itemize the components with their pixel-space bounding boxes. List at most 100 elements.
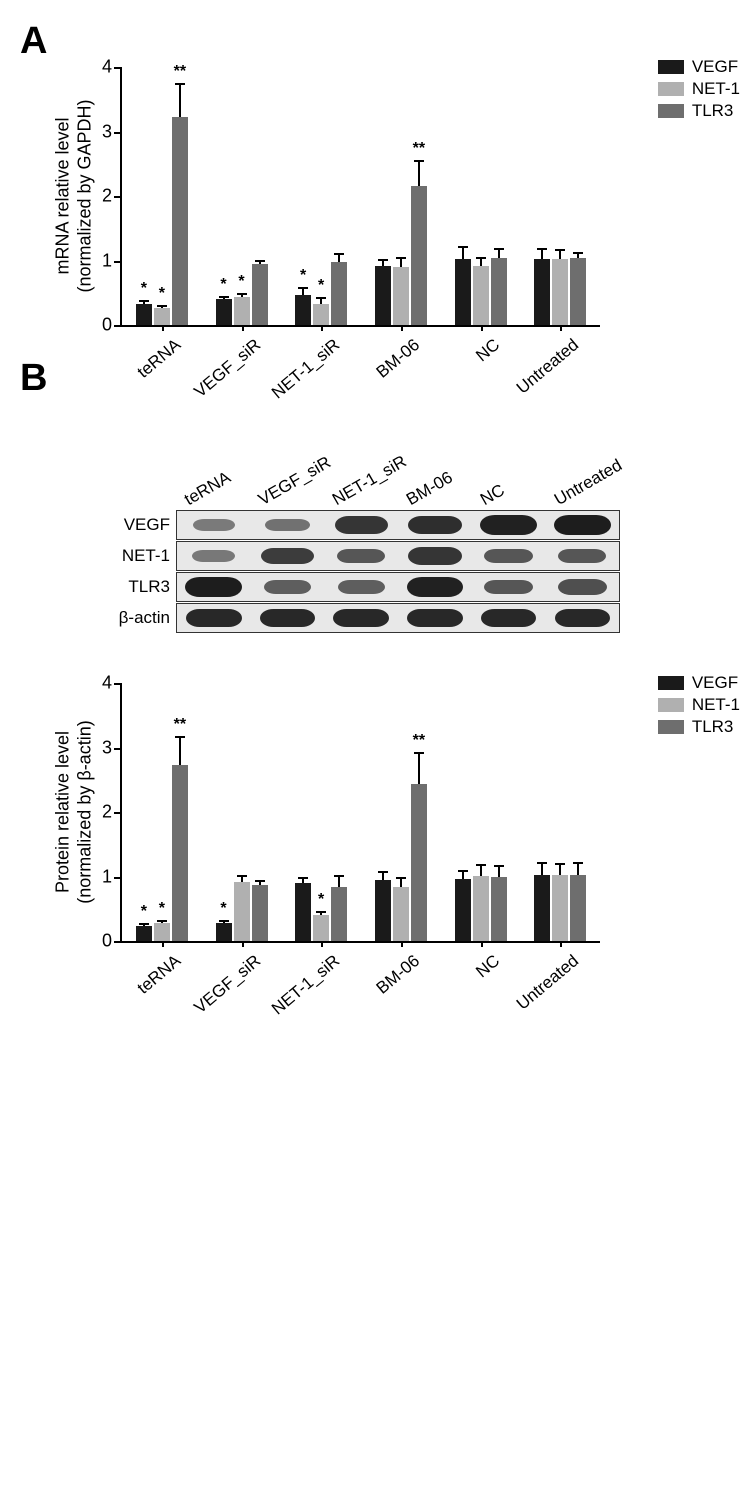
western-blot: teRNAVEGF_siRNET-1_siRBM-06NCUntreated V…: [100, 440, 620, 633]
bar: [393, 267, 409, 325]
bar-group: **: [375, 186, 427, 325]
blot-band: [337, 549, 385, 564]
y-tick-label: 1: [84, 250, 112, 271]
x-label: NET-1_siR: [268, 951, 344, 1019]
x-label: BM-06: [372, 951, 423, 999]
legend-item: TLR3: [658, 101, 740, 121]
bar: [473, 876, 489, 941]
blot-band: [554, 515, 611, 534]
bar: [252, 885, 268, 941]
bar: [534, 259, 550, 325]
bar: [331, 887, 347, 941]
y-tick-label: 0: [84, 931, 112, 952]
bar: [473, 266, 489, 325]
bar-group: ****: [136, 117, 188, 325]
bar: [491, 258, 507, 325]
blot-band: [558, 549, 606, 564]
significance-marker: *: [238, 273, 244, 291]
bar: **: [411, 186, 427, 325]
bar: [491, 877, 507, 942]
chart-a-legend: VEGFNET-1TLR3: [658, 57, 740, 123]
y-tick: [114, 941, 122, 943]
y-tick-label: 1: [84, 866, 112, 887]
significance-marker: **: [413, 732, 425, 750]
blot-column-label: VEGF_siR: [255, 453, 335, 510]
blot-band: [338, 580, 385, 594]
blot-column-label: Untreated: [551, 455, 626, 510]
blot-column-label: BM-06: [403, 468, 456, 510]
bar: [393, 887, 409, 941]
blot-row: β-actin: [100, 603, 620, 633]
blot-band: [333, 609, 388, 627]
bar: *: [295, 295, 311, 325]
y-tick: [114, 325, 122, 327]
bar: [552, 259, 568, 325]
y-tick: [114, 812, 122, 814]
legend-item: VEGF: [658, 673, 740, 693]
bar-group: [534, 258, 586, 325]
bar-group: *: [216, 882, 268, 941]
x-label: Untreated: [513, 951, 583, 1014]
significance-marker: *: [220, 900, 226, 918]
significance-marker: *: [318, 277, 324, 295]
blot-band: [558, 579, 607, 594]
blot-band: [335, 516, 388, 533]
y-tick: [114, 196, 122, 198]
blot-row-label: NET-1: [100, 546, 176, 566]
bar-group: [455, 258, 507, 325]
bar: [295, 883, 311, 941]
y-tick-label: 4: [84, 673, 112, 694]
y-tick: [114, 67, 122, 69]
blot-band: [480, 515, 536, 534]
y-tick-label: 3: [84, 121, 112, 142]
significance-marker: *: [220, 276, 226, 294]
bar-group: *: [295, 883, 347, 941]
blot-row-label: TLR3: [100, 577, 176, 597]
significance-marker: **: [174, 716, 186, 734]
bar: [252, 264, 268, 325]
y-tick: [114, 877, 122, 879]
significance-marker: *: [159, 900, 165, 918]
bar: [570, 875, 586, 941]
blot-band: [185, 577, 242, 596]
bar-group: **: [375, 784, 427, 941]
bar: [455, 259, 471, 325]
bar: *: [313, 304, 329, 325]
blot-band: [260, 609, 315, 627]
bar: *: [154, 308, 170, 325]
blot-band: [408, 547, 461, 564]
significance-marker: **: [413, 140, 425, 158]
x-label: VEGF_siR: [190, 951, 264, 1018]
x-label: teRNA: [133, 951, 184, 999]
blot-band: [408, 516, 462, 534]
significance-marker: *: [141, 280, 147, 298]
bar-group: **: [216, 264, 268, 325]
significance-marker: **: [174, 63, 186, 81]
y-tick: [114, 132, 122, 134]
legend-item: NET-1: [658, 79, 740, 99]
blot-band: [265, 519, 309, 531]
y-tick: [114, 683, 122, 685]
panel-b-label: B: [20, 357, 728, 400]
chart-b-legend: VEGFNET-1TLR3: [658, 673, 740, 739]
y-tick-label: 0: [84, 315, 112, 336]
blot-band: [192, 550, 235, 562]
bar: [455, 879, 471, 941]
y-tick-label: 2: [84, 802, 112, 823]
bar: **: [172, 117, 188, 325]
bar: *: [234, 297, 250, 325]
chart-a: mRNA relative level (normalized by GAPDH…: [60, 67, 728, 327]
blot-band: [484, 580, 532, 595]
y-tick-label: 3: [84, 737, 112, 758]
blot-band: [555, 609, 610, 627]
blot-column-label: NET-1_siR: [329, 452, 410, 510]
blot-band: [484, 549, 532, 564]
blot-row-label: β-actin: [100, 608, 176, 628]
blot-row: VEGF: [100, 510, 620, 540]
blot-band: [264, 580, 311, 594]
y-tick-label: 2: [84, 186, 112, 207]
bar: *: [136, 926, 152, 941]
blot-band: [261, 548, 313, 565]
blot-row-label: VEGF: [100, 515, 176, 535]
bar: [552, 875, 568, 941]
